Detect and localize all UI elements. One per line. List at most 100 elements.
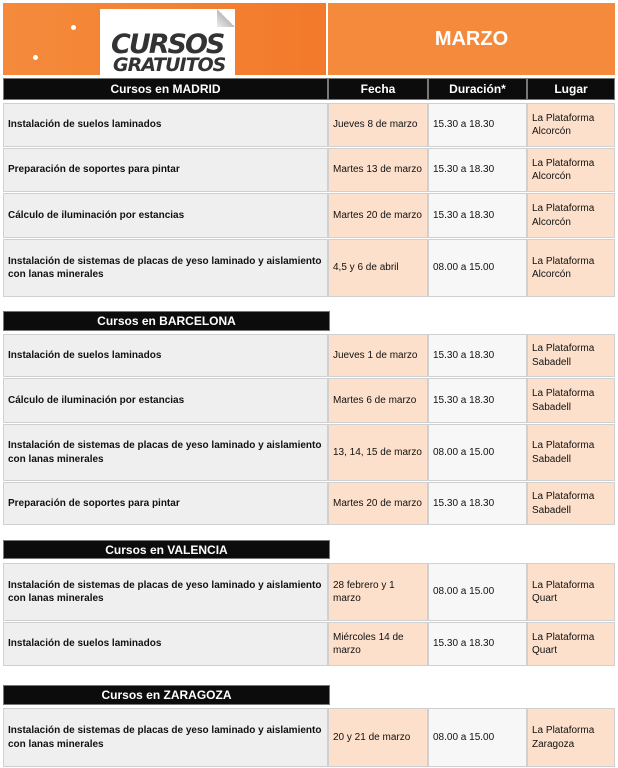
cell-curso: Cálculo de iluminación por estancias	[3, 193, 328, 238]
column-header-fecha: Fecha	[328, 78, 428, 100]
cell-fecha-text: Jueves 1 de marzo	[333, 349, 418, 361]
cell-fecha-text: 20 y 21 de marzo	[333, 731, 411, 743]
cell-curso: Instalación de sistemas de placas de yes…	[3, 424, 328, 481]
cell-fecha: Jueves 8 de marzo	[328, 103, 428, 147]
cell-fecha: Martes 6 de marzo	[328, 378, 428, 423]
cell-lugar: La Plataforma Alcorcón	[527, 103, 615, 147]
cell-fecha-text: Martes 13 de marzo	[333, 164, 422, 176]
cell-curso-text: Instalación de sistemas de placas de yes…	[8, 255, 322, 281]
cell-fecha-text: Martes 20 de marzo	[333, 209, 422, 221]
cell-duracion: 15.30 a 18.30	[428, 193, 527, 238]
column-header-duracion: Duración*	[428, 78, 527, 100]
cell-curso: Instalación de sistemas de placas de yes…	[3, 708, 328, 767]
cell-duracion-text: 15.30 a 18.30	[433, 497, 495, 509]
cell-duracion-text: 15.30 a 18.30	[433, 394, 495, 406]
cell-lugar-text: La Plataforma Quart	[532, 631, 595, 657]
cell-duracion: 08.00 a 15.00	[428, 563, 527, 621]
cell-fecha-text: 13, 14, 15 de marzo	[333, 446, 422, 458]
cell-duracion: 15.30 a 18.30	[428, 378, 527, 423]
cell-curso-text: Instalación de suelos laminados	[8, 349, 162, 361]
cell-fecha: 13, 14, 15 de marzo	[328, 424, 428, 481]
cell-curso-text: Instalación de suelos laminados	[8, 638, 162, 650]
cell-duracion-text: 15.30 a 18.30	[433, 164, 495, 176]
cell-lugar: La Plataforma Quart	[527, 622, 615, 666]
section-title-text: Cursos en ZARAGOZA	[101, 688, 232, 702]
cell-duracion-text: 15.30 a 18.30	[433, 638, 495, 650]
cell-curso: Cálculo de iluminación por estancias	[3, 378, 328, 423]
cell-curso-text: Instalación de suelos laminados	[8, 119, 162, 131]
logo-line2: GRATUITOS	[113, 54, 226, 75]
cell-lugar: La Plataforma Sabadell	[527, 378, 615, 423]
cell-duracion: 15.30 a 18.30	[428, 334, 527, 377]
cell-fecha-text: Martes 6 de marzo	[333, 394, 417, 406]
cell-fecha: Miércoles 14 de marzo	[328, 622, 428, 666]
column-header-lugar-text: Lugar	[554, 82, 588, 96]
cell-lugar: La Plataforma Sabadell	[527, 424, 615, 481]
cell-duracion: 08.00 a 15.00	[428, 708, 527, 767]
cell-duracion-text: 08.00 a 15.00	[433, 586, 495, 598]
cell-fecha: 20 y 21 de marzo	[328, 708, 428, 767]
cell-lugar-text: La Plataforma Alcorcón	[532, 157, 595, 183]
cell-fecha-text: Martes 20 de marzo	[333, 497, 422, 509]
cell-curso: Preparación de soportes para pintar	[3, 482, 328, 525]
section-title-text: Cursos en MADRID	[110, 82, 221, 96]
cell-duracion-text: 08.00 a 15.00	[433, 446, 495, 458]
cell-lugar-text: La Plataforma Sabadell	[532, 388, 595, 413]
cell-duracion: 15.30 a 18.30	[428, 622, 527, 666]
cell-lugar-text: La Plataforma Alcorcón	[532, 112, 595, 138]
section-title-text: Cursos en VALENCIA	[105, 542, 228, 557]
cell-lugar-text: La Plataforma Sabadell	[532, 491, 595, 516]
cell-fecha: Martes 20 de marzo	[328, 193, 428, 238]
cell-curso: Instalación de suelos laminados	[3, 103, 328, 147]
cell-duracion: 08.00 a 15.00	[428, 239, 527, 297]
column-header-lugar: Lugar	[527, 78, 615, 100]
cell-curso-text: Preparación de soportes para pintar	[8, 497, 180, 509]
cell-duracion-text: 08.00 a 15.00	[433, 262, 495, 274]
cell-fecha: Martes 13 de marzo	[328, 148, 428, 192]
cell-curso-text: Cálculo de iluminación por estancias	[8, 209, 185, 221]
cell-curso-text: Cálculo de iluminación por estancias	[8, 394, 185, 406]
cell-fecha: Jueves 1 de marzo	[328, 334, 428, 377]
cell-lugar: La Plataforma Alcorcón	[527, 239, 615, 297]
column-header-duracion-text: Duración*	[449, 82, 506, 96]
cell-curso: Instalación de sistemas de placas de yes…	[3, 239, 328, 297]
section-title: Cursos en BARCELONA	[3, 311, 330, 331]
cell-lugar: La Plataforma Alcorcón	[527, 193, 615, 238]
column-header-fecha-text: Fecha	[360, 82, 396, 96]
cell-duracion: 15.30 a 18.30	[428, 148, 527, 192]
cell-duracion: 15.30 a 18.30	[428, 482, 527, 525]
cell-lugar: La Plataforma Sabadell	[527, 482, 615, 525]
cell-lugar: La Plataforma Sabadell	[527, 334, 615, 377]
cell-fecha-text: Jueves 8 de marzo	[333, 119, 418, 131]
cell-lugar-text: La Plataforma Zaragoza	[532, 725, 595, 750]
cell-curso-text: Preparación de soportes para pintar	[8, 164, 180, 176]
cursos-gratuitos-banner: CURSOS GRATUITOS	[3, 3, 326, 75]
cell-curso-text: Instalación de sistemas de placas de yes…	[8, 725, 322, 750]
cell-lugar-text: La Plataforma Alcorcón	[532, 203, 595, 228]
cell-fecha: 4,5 y 6 de abril	[328, 239, 428, 297]
cell-lugar: La Plataforma Alcorcón	[527, 148, 615, 192]
cell-duracion-text: 15.30 a 18.30	[433, 209, 495, 221]
cell-curso-text: Instalación de sistemas de placas de yes…	[8, 579, 322, 605]
cell-duracion: 15.30 a 18.30	[428, 103, 527, 147]
cell-fecha-text: 28 febrero y 1 marzo	[333, 579, 395, 605]
cell-lugar: La Plataforma Zaragoza	[527, 708, 615, 767]
cell-lugar-text: La Plataforma Alcorcón	[532, 255, 595, 281]
cell-lugar-text: La Plataforma Sabadell	[532, 343, 595, 368]
cell-fecha: Martes 20 de marzo	[328, 482, 428, 525]
cell-lugar: La Plataforma Quart	[527, 563, 615, 621]
month-title: MARZO	[328, 3, 615, 75]
cell-curso: Instalación de suelos laminados	[3, 334, 328, 377]
section-title: Cursos en ZARAGOZA	[3, 685, 330, 705]
cell-curso: Instalación de sistemas de placas de yes…	[3, 563, 328, 621]
cell-lugar-text: La Plataforma Sabadell	[532, 440, 595, 465]
section-title: Cursos en MADRID	[3, 78, 328, 100]
logo-line1: CURSOS	[111, 29, 225, 60]
cell-fecha-text: Miércoles 14 de marzo	[333, 631, 404, 657]
logo-paper	[100, 9, 235, 75]
cell-fecha-text: 4,5 y 6 de abril	[333, 262, 399, 274]
section-title: Cursos en VALENCIA	[3, 540, 330, 559]
cell-duracion-text: 08.00 a 15.00	[433, 731, 495, 743]
cell-duracion-text: 15.30 a 18.30	[433, 119, 495, 131]
cell-curso: Instalación de suelos laminados	[3, 622, 328, 666]
